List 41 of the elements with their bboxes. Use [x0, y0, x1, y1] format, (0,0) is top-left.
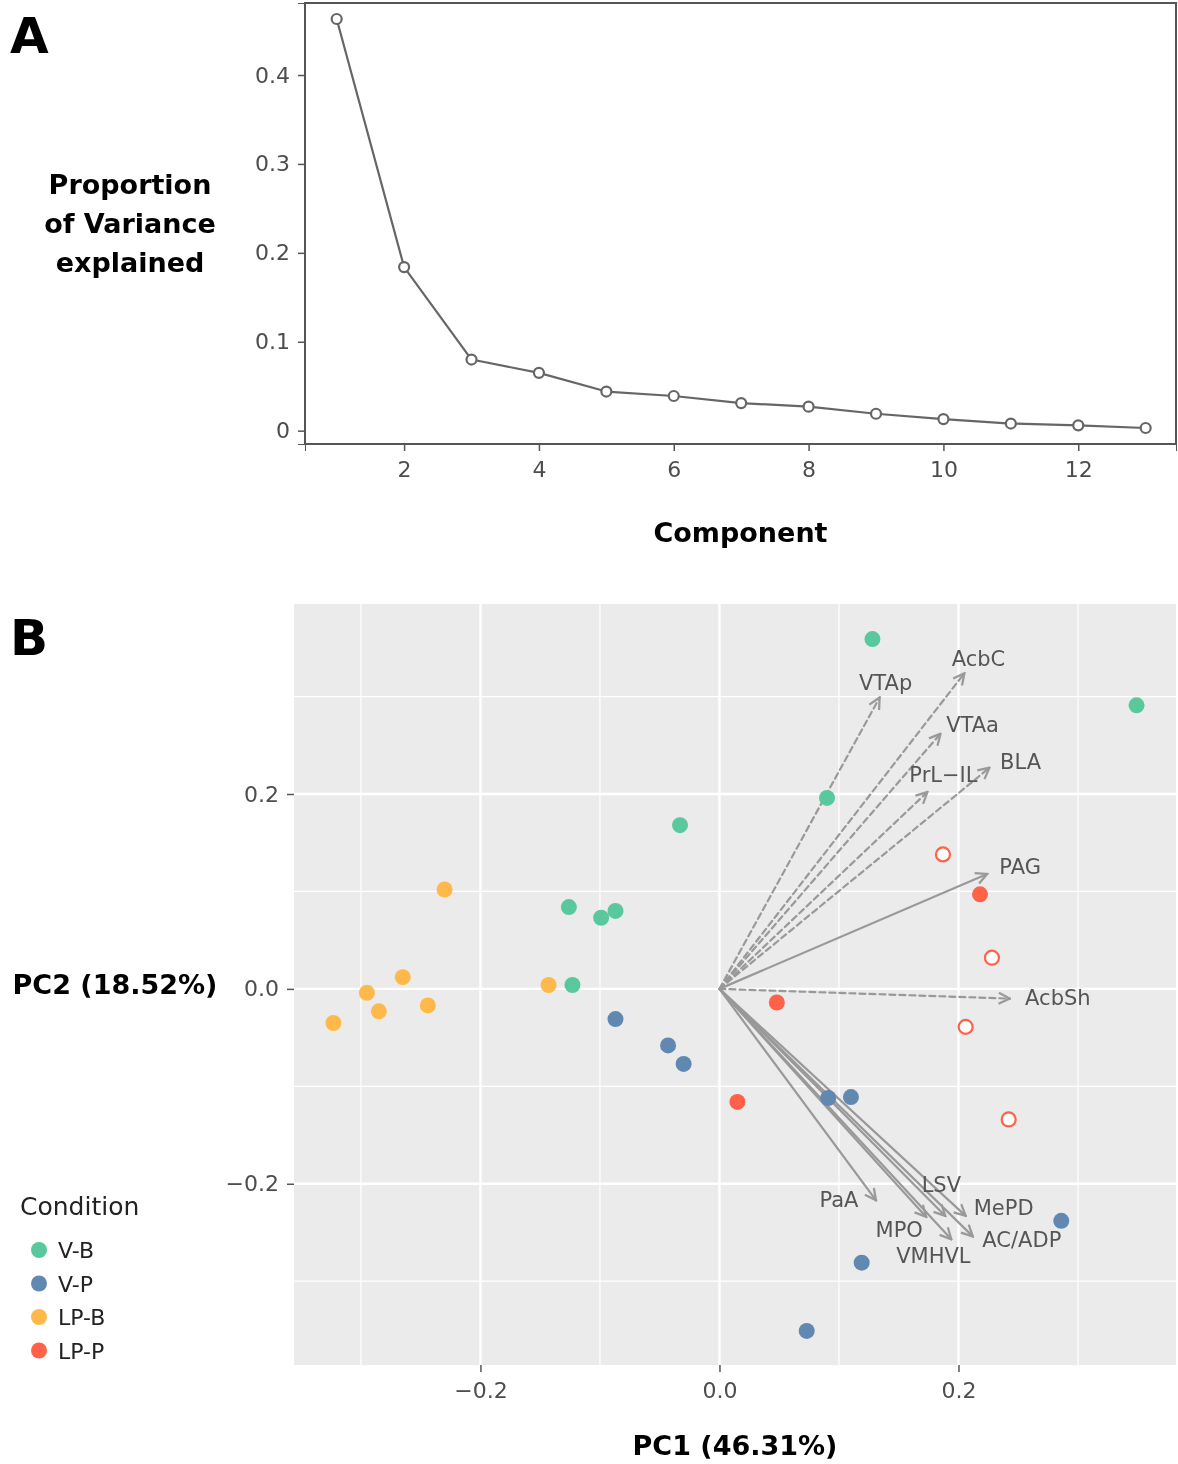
chart-title: A: [10, 7, 49, 65]
series-label: LSV: [921, 1172, 962, 1197]
y-tick-label: 0: [276, 418, 290, 444]
legend-label: LP-B: [58, 1305, 106, 1330]
series-label: PrL−IL: [909, 763, 978, 788]
series-label: MPO: [875, 1217, 923, 1242]
x-axis-title: PC1 (46.31%): [632, 1430, 838, 1461]
y-axis-title: PC2 (18.52%): [12, 968, 218, 1000]
series-label: VTAp: [858, 670, 913, 695]
y-tick-label: 0.2: [255, 240, 290, 266]
legend-label: V-P: [58, 1271, 93, 1297]
series-label: AcbSh: [1025, 985, 1091, 1010]
series-label: PAG: [999, 854, 1041, 879]
x-tick-label: 0.2: [941, 1377, 977, 1403]
y-tick-label: 0.1: [255, 329, 290, 355]
x-tick-label: 6: [667, 456, 682, 482]
series-label: MePD: [973, 1195, 1034, 1220]
x-tick-label: 8: [802, 456, 817, 482]
y-axis-title: Proportion of Variance explained: [44, 168, 216, 278]
legend-title: Condition: [20, 1192, 140, 1221]
y-tick-label: 0.0: [244, 976, 279, 1002]
x-tick-label: 0.0: [702, 1377, 738, 1403]
y-tick-label: 0.2: [244, 781, 279, 807]
x-tick-label: 2: [397, 456, 412, 482]
x-tick-label: 4: [532, 456, 547, 482]
series-label: PaA: [819, 1188, 860, 1213]
series-label: VTAa: [946, 712, 999, 737]
series-label: BLA: [1000, 749, 1042, 774]
series-label: AcbC: [951, 647, 1006, 672]
y-tick-label: 0.3: [255, 151, 290, 177]
legend-label: V-B: [58, 1238, 95, 1263]
y-tick-label: −0.2: [225, 1171, 279, 1197]
y-tick-label: 0.4: [255, 62, 290, 88]
legend-label: LP-P: [58, 1338, 105, 1364]
x-tick-label: 10: [929, 456, 958, 482]
series-label: AC/ADP: [982, 1228, 1062, 1253]
x-axis-title: Component: [653, 517, 828, 548]
x-tick-label: 12: [1064, 456, 1093, 482]
x-tick-label: −0.2: [454, 1377, 508, 1403]
chart-title: B: [10, 609, 49, 667]
series-label: VMHVL: [896, 1244, 971, 1269]
